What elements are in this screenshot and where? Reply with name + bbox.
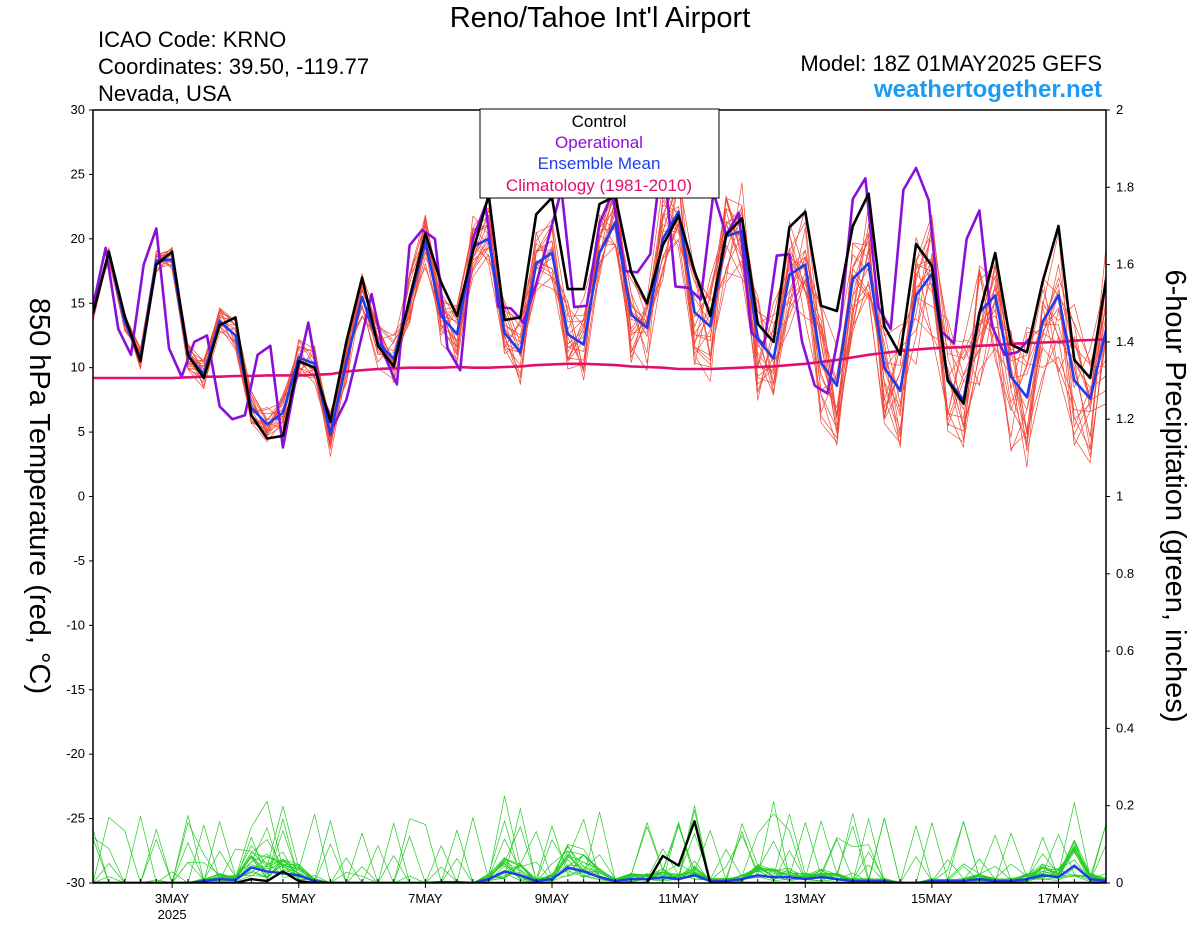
- precipitation-member-line: [93, 813, 1106, 883]
- y-right-tick-label: 1.4: [1116, 334, 1134, 349]
- icao-code: ICAO Code: KRNO: [98, 27, 287, 52]
- x-tick-label: 3MAY: [155, 891, 190, 906]
- climatology-line: [93, 337, 1106, 380]
- y-left-tick-label: -30: [66, 875, 85, 890]
- y-right-tick-label: 1.6: [1116, 257, 1134, 272]
- precipitation-member-line: [93, 817, 1106, 883]
- precipitation-member-line: [93, 813, 1106, 883]
- y-left-tick-label: -5: [73, 553, 85, 568]
- y-left-tick-label: 25: [71, 166, 85, 181]
- y-right-tick-label: 0.6: [1116, 643, 1134, 658]
- legend-box: [479, 108, 720, 199]
- y-right-tick-label: 2: [1116, 102, 1123, 117]
- control-temperature-line: [93, 192, 1106, 440]
- y-left-title: 850 hPa Temperature (red, °C): [23, 298, 55, 694]
- y-right-tick-label: 0.2: [1116, 798, 1134, 813]
- y-right-tick-label: 0: [1116, 875, 1123, 890]
- axes: 302520151050-5-10-15-20-25-3021.81.61.41…: [66, 102, 1134, 922]
- x-tick-label: 5MAY: [282, 891, 317, 906]
- y-left-tick-label: 30: [71, 102, 85, 117]
- model-info: Model: 18Z 01MAY2025 GEFS: [800, 51, 1102, 76]
- x-tick-label: 13MAY: [784, 891, 826, 906]
- y-right-tick-label: 1.2: [1116, 411, 1134, 426]
- x-tick-label: 7MAY: [408, 891, 443, 906]
- region: Nevada, USA: [98, 81, 232, 106]
- x-tick-label: 17MAY: [1038, 891, 1080, 906]
- legend: Control Operational Ensemble Mean Climat…: [479, 108, 720, 199]
- y-right-tick-label: 1.8: [1116, 179, 1134, 194]
- x-tick-label: 11MAY: [658, 891, 699, 906]
- legend-operational: Operational: [555, 133, 643, 152]
- legend-climatology: Climatology (1981-2010): [506, 176, 692, 195]
- y-left-tick-label: 0: [78, 489, 85, 504]
- x-tick-label: 9MAY: [535, 891, 570, 906]
- y-right-tick-label: 0.4: [1116, 720, 1134, 735]
- y-left-tick-label: 10: [71, 360, 85, 375]
- y-right-tick-label: 0.8: [1116, 566, 1134, 581]
- main-series: [93, 148, 1106, 883]
- y-left-tick-label: 5: [78, 424, 85, 439]
- y-left-tick-label: 15: [71, 295, 85, 310]
- y-right-title: 6-hour Precipitation (green, inches): [1159, 270, 1191, 723]
- precipitation-member-line: [93, 802, 1106, 883]
- page-title: Reno/Tahoe Int'l Airport: [449, 2, 751, 34]
- y-right-tick-label: 1: [1116, 489, 1123, 504]
- y-left-tick-label: -25: [66, 811, 85, 826]
- temperature-member-line: [93, 195, 1106, 449]
- y-left-tick-label: -15: [66, 682, 85, 697]
- y-left-tick-label: -20: [66, 746, 85, 761]
- legend-control: Control: [572, 112, 627, 131]
- y-left-tick-label: 20: [71, 231, 85, 246]
- legend-mean: Ensemble Mean: [538, 154, 661, 173]
- coordinates: Coordinates: 39.50, -119.77: [98, 54, 370, 79]
- control-precipitation-line: [93, 820, 1106, 883]
- website-link[interactable]: weathertogether.net: [873, 76, 1102, 103]
- x-tick-sublabel: 2025: [158, 907, 187, 922]
- temperature-member-line: [93, 180, 1106, 436]
- y-left-tick-label: -10: [66, 617, 85, 632]
- x-tick-label: 15MAY: [911, 891, 953, 906]
